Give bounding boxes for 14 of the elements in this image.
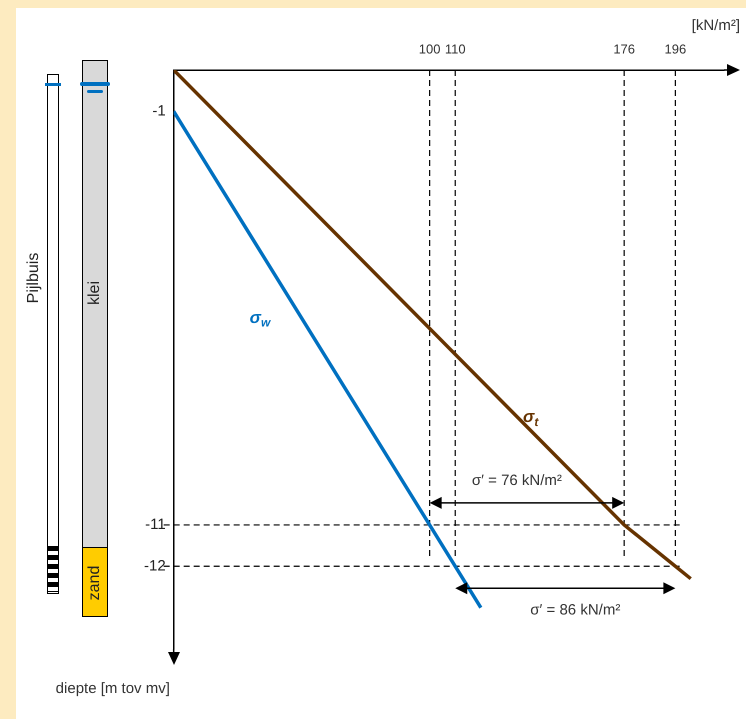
annotation: σ′ = 86 kN/m² xyxy=(530,601,620,618)
text: zand xyxy=(86,566,104,600)
y-tick-label: -11 xyxy=(145,516,166,534)
x-tick-label: 196 xyxy=(664,42,686,57)
text: klei xyxy=(86,280,104,306)
y-tick-label: -12 xyxy=(144,557,166,574)
x-tick-label: 110 xyxy=(444,42,466,57)
annotation: σ′ = 76 kN/m² xyxy=(472,472,562,490)
x-axis-title: [kN/m²] xyxy=(692,17,740,34)
x-tick-label: 176 xyxy=(613,42,636,57)
y-axis-title: diepte [m tov mv] xyxy=(56,680,170,698)
y-tick-label: -1 xyxy=(152,102,166,120)
text: Pijlbuis xyxy=(25,252,43,304)
x-tick-label: 100 xyxy=(418,42,440,57)
